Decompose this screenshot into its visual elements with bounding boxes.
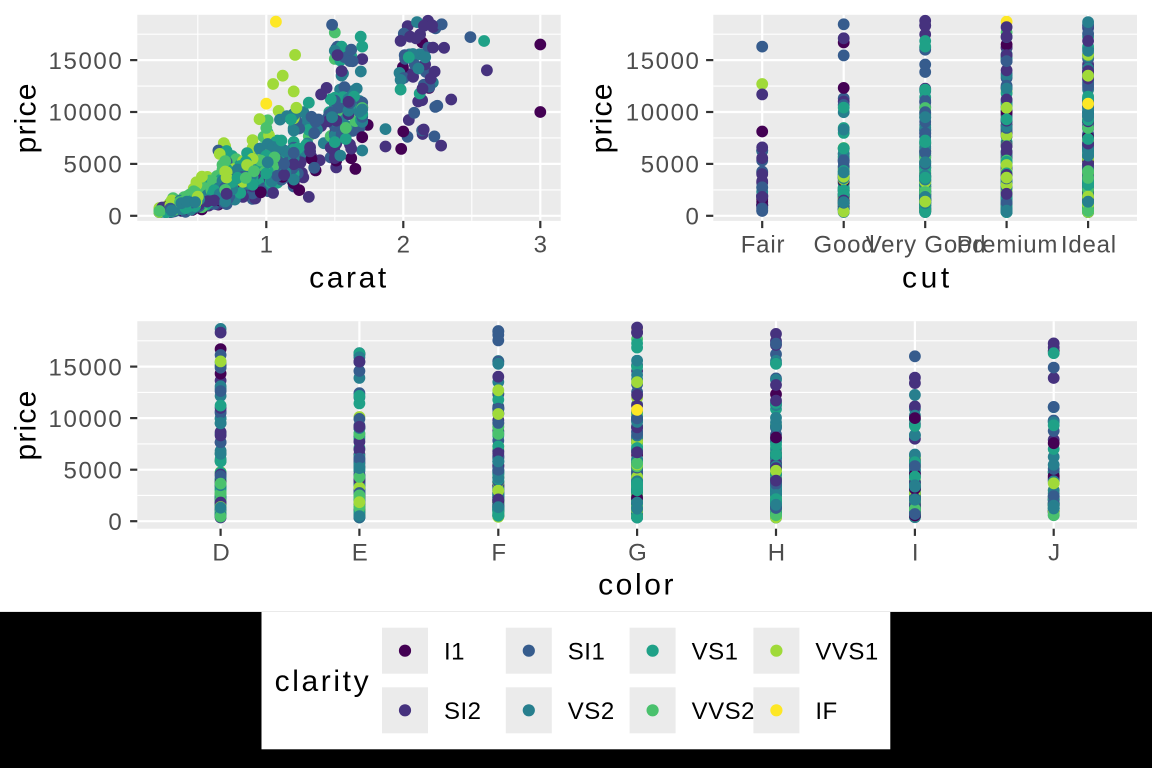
svg-text:15000: 15000 [49,354,124,381]
svg-text:10000: 10000 [49,100,124,127]
svg-text:carat: carat [309,262,389,295]
svg-text:H: H [768,540,786,567]
svg-text:1: 1 [260,232,275,259]
svg-text:I: I [912,540,919,567]
svg-text:price: price [10,389,43,460]
svg-text:SI1: SI1 [568,638,606,665]
svg-text:VVS1: VVS1 [815,638,878,665]
svg-text:0: 0 [108,204,123,231]
svg-text:VS2: VS2 [568,698,615,725]
svg-text:E: E [352,540,369,567]
svg-text:2: 2 [397,232,412,259]
svg-text:price: price [586,82,619,153]
svg-text:IF: IF [815,698,837,725]
svg-text:I1: I1 [444,638,465,665]
svg-text:Premium: Premium [957,232,1059,259]
svg-text:F: F [491,540,506,567]
svg-text:15000: 15000 [626,48,701,75]
svg-text:cut: cut [902,262,953,295]
svg-text:3: 3 [534,232,549,259]
svg-text:0: 0 [108,509,123,536]
svg-text:clarity: clarity [275,665,372,698]
svg-text:SI2: SI2 [444,698,482,725]
svg-text:G: G [628,540,647,567]
svg-text:10000: 10000 [49,406,124,433]
svg-text:5000: 5000 [64,152,124,179]
svg-text:Very Good: Very Good [866,232,987,259]
svg-text:color: color [598,569,676,602]
svg-text:10000: 10000 [626,100,701,127]
svg-text:VS1: VS1 [692,638,739,665]
svg-text:Good: Good [814,232,876,259]
svg-text:Fair: Fair [741,232,786,259]
svg-text:0: 0 [686,204,701,231]
svg-text:D: D [212,540,230,567]
svg-text:15000: 15000 [49,48,124,75]
svg-text:Ideal: Ideal [1061,232,1117,259]
svg-text:5000: 5000 [64,457,124,484]
svg-text:price: price [10,82,43,153]
svg-text:5000: 5000 [641,152,701,179]
svg-text:J: J [1048,540,1061,567]
svg-text:VVS2: VVS2 [692,698,755,725]
